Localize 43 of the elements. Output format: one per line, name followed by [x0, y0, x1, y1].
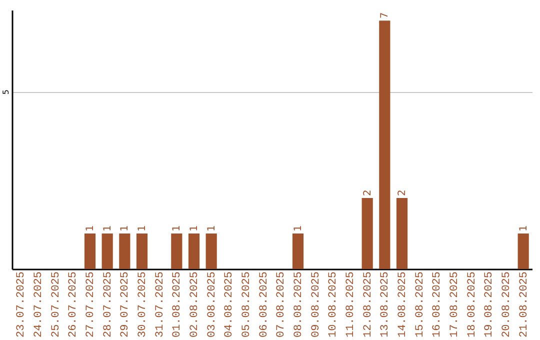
x-tick-label: 06.08.2025	[258, 272, 270, 338]
x-tick-label: 30.07.2025	[137, 272, 149, 338]
x-tick-label: 14.08.2025	[397, 272, 409, 338]
data-label: 2	[362, 190, 374, 196]
x-tick-label: 08.08.2025	[293, 272, 305, 338]
x-tick-label: 17.08.2025	[449, 272, 461, 338]
data-label: 1	[120, 225, 131, 232]
x-tick-label: 28.07.2025	[102, 272, 114, 338]
data-label: 1	[293, 225, 304, 232]
x-tick-label: 04.08.2025	[224, 272, 236, 338]
x-tick-label: 18.08.2025	[466, 272, 478, 338]
x-tick-label: 05.08.2025	[241, 272, 253, 338]
x-tick-label: 09.08.2025	[310, 272, 322, 338]
x-tick-label: 02.08.2025	[189, 272, 201, 338]
data-label: 1	[102, 225, 114, 232]
x-tick-label: 31.07.2025	[154, 272, 166, 338]
x-tick-label: 23.07.2025	[16, 272, 28, 338]
data-label: 1	[172, 225, 183, 232]
data-label: 1	[206, 225, 218, 232]
x-tick-label: 12.08.2025	[362, 272, 374, 338]
x-tick-label: 11.08.2025	[345, 272, 357, 338]
x-tick-label: 21.08.2025	[518, 272, 530, 338]
x-tick-label: 03.08.2025	[206, 272, 218, 338]
x-tick-label: 29.07.2025	[120, 272, 132, 338]
x-tick-label: 15.08.2025	[414, 272, 426, 338]
data-label: 2	[397, 190, 408, 196]
data-label: 1	[137, 225, 148, 232]
data-label: 7	[380, 12, 391, 19]
x-tick-label: 07.08.2025	[276, 272, 288, 338]
x-tick-label: 25.07.2025	[50, 272, 62, 338]
x-tick-label: 24.07.2025	[33, 272, 45, 338]
x-tick-label: 19.08.2025	[484, 272, 496, 338]
data-label: 1	[518, 225, 530, 232]
x-tick-label: 26.07.2025	[68, 272, 80, 338]
x-tick-label: 13.08.2025	[380, 272, 392, 338]
x-tick-label: 10.08.2025	[328, 272, 340, 338]
x-tick-label: 01.08.2025	[172, 272, 184, 338]
x-tick-label: 16.08.2025	[432, 272, 444, 338]
data-label: 1	[189, 225, 200, 232]
y-tick-label: 5	[2, 90, 10, 95]
data-label: 1	[85, 225, 96, 232]
x-tick-label: 20.08.2025	[501, 272, 513, 338]
x-tick-label: 27.07.2025	[85, 272, 97, 338]
